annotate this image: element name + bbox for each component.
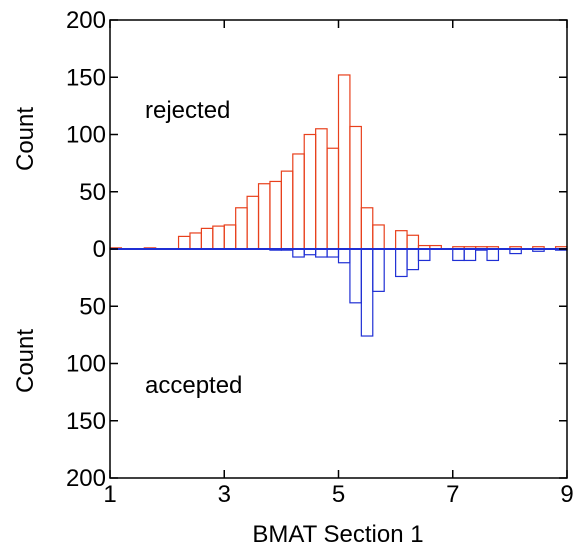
rejected-bar [337,74,351,250]
accepted-bar [395,248,408,278]
annotation-rejected: rejected [145,97,230,124]
rejected-bar [372,224,385,250]
x-tick-label: 3 [218,481,231,508]
y-axis-label-bottom: Count [12,329,39,393]
y-tick-label: 150 [66,408,106,435]
rejected-bar [189,232,203,250]
rejected-bar [177,235,191,250]
axis-ticks [109,19,568,479]
y-tick-label: 200 [66,7,106,34]
accepted-bar [349,248,362,304]
rejected-bar [200,227,214,250]
y-tick-label: 200 [66,465,106,492]
rejected-bar [280,170,294,250]
accepted-bar [463,248,477,262]
rejected-bar [395,230,408,250]
y-tick-label: 50 [79,179,106,206]
x-tick-label: 9 [560,481,573,508]
y-tick-label: 100 [66,351,106,378]
y-axis-label-top: Count [12,107,39,171]
annotation-accepted: accepted [145,372,242,399]
x-tick-label: 7 [446,481,459,508]
rejected-bar [315,128,328,250]
accepted-bar [372,248,385,292]
accepted-bar [417,248,431,262]
rejected-bar [360,207,374,250]
rejected-bar [212,225,225,250]
rejected-bar [246,195,260,250]
accepted-bar [452,248,465,262]
x-tick-label: 1 [103,481,116,508]
y-tick-label: 0 [93,236,106,263]
accepted-bar [292,248,305,258]
tick-labels: 1 3 5 7 9 200 150 100 50 0 50 100 150 200 [66,7,574,508]
accepted-bar [326,248,340,258]
accepted-bar [337,248,351,264]
accepted-bar [406,248,420,271]
rejected-bar [235,207,248,250]
accepted-bar [360,248,374,337]
rejected-bar [303,133,317,250]
accepted-bars [269,248,568,337]
y-tick-label: 50 [79,293,106,320]
rejected-bar [223,224,237,250]
accepted-bar [315,248,328,258]
x-axis-label: BMAT Section 1 [252,521,423,548]
y-tick-label: 100 [66,122,106,149]
rejected-bar [349,125,362,250]
x-tick-label: 5 [332,481,345,508]
accepted-bar [486,248,500,262]
rejected-bar [269,180,282,250]
rejected-bar [257,183,271,250]
rejected-bar [292,153,305,250]
y-tick-label: 150 [66,64,106,91]
rejected-bar [406,234,420,250]
rejected-bar [326,147,340,250]
